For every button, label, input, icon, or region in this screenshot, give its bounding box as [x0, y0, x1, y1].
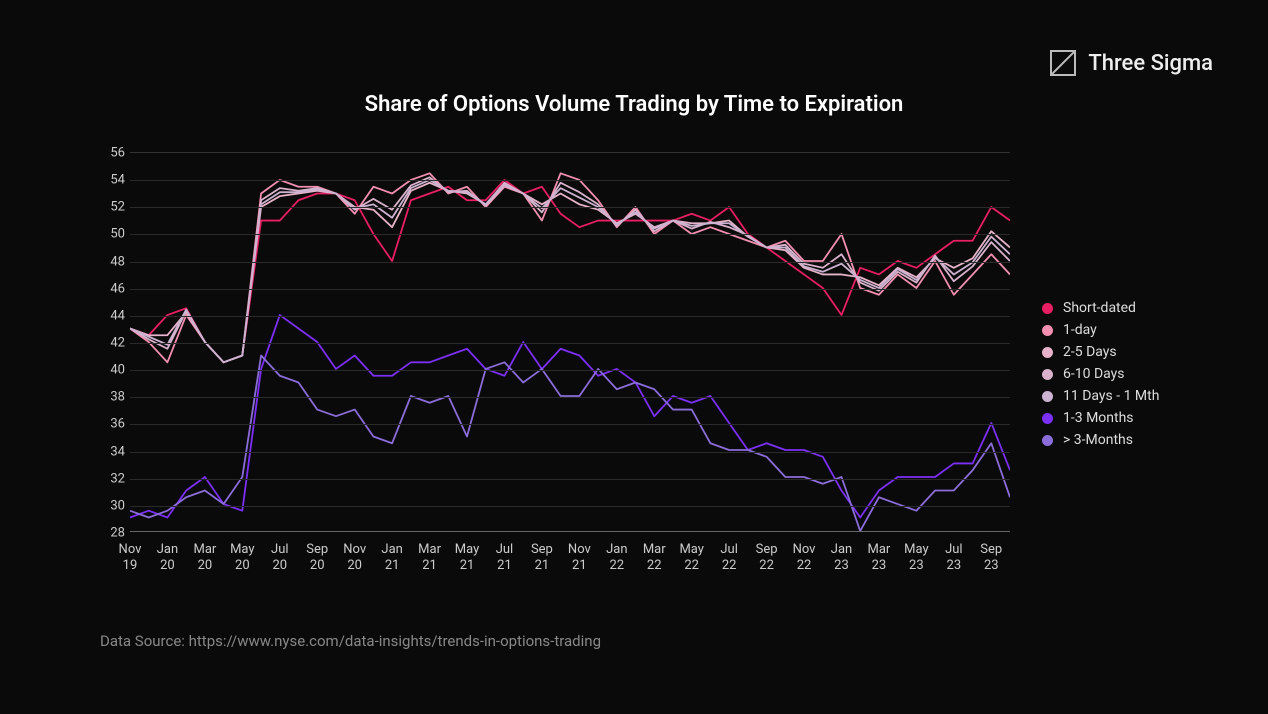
y-tick-label: 32 — [100, 471, 125, 486]
grid-line — [130, 397, 1010, 398]
plot-area: 283032343638404244464850525456 — [130, 152, 1010, 532]
series-1-3-months — [130, 315, 1010, 517]
grid-line — [130, 506, 1010, 507]
brand-icon — [1050, 50, 1076, 76]
grid-line — [130, 343, 1010, 344]
x-tick-label: Sep 23 — [980, 542, 1002, 573]
series-svg — [130, 153, 1010, 531]
series--3-months — [130, 356, 1010, 531]
y-tick-label: 48 — [100, 254, 125, 269]
y-tick-label: 36 — [100, 417, 125, 432]
series-1-day — [130, 173, 1010, 362]
x-tick-label: Mar 21 — [418, 542, 441, 573]
x-tick-label: Jul 22 — [720, 542, 738, 573]
y-tick-label: 50 — [100, 227, 125, 242]
brand-logo: Three Sigma — [1050, 50, 1213, 76]
legend: Short-dated 1-day 2-5 Days 6-10 Days 11 Days… — [1042, 300, 1159, 448]
y-tick-label: 42 — [100, 336, 125, 351]
legend-dot — [1042, 347, 1053, 358]
legend-dot — [1042, 325, 1053, 336]
x-tick-label: Nov 19 — [119, 542, 142, 573]
legend-dot — [1042, 369, 1053, 380]
y-tick-label: 38 — [100, 390, 125, 405]
x-tick-label: May 21 — [455, 542, 479, 573]
chart-title: Share of Options Volume Trading by Time … — [0, 92, 1268, 117]
legend-item: 6-10 Days — [1042, 366, 1159, 382]
grid-line — [130, 424, 1010, 425]
legend-label: 1-day — [1063, 322, 1097, 338]
brand-name: Three Sigma — [1088, 51, 1213, 76]
y-tick-label: 46 — [100, 281, 125, 296]
chart-area: 283032343638404244464850525456 Nov 19 Jan… — [100, 152, 1010, 572]
grid-line — [130, 289, 1010, 290]
y-tick-label: 28 — [100, 526, 125, 541]
x-tick-label: Jul 21 — [496, 542, 514, 573]
x-tick-label: Nov 21 — [568, 542, 591, 573]
legend-dot — [1042, 303, 1053, 314]
x-tick-label: Jan 20 — [157, 542, 178, 573]
grid-line — [130, 234, 1010, 235]
x-tick-label: Nov 20 — [343, 542, 366, 573]
y-tick-label: 52 — [100, 200, 125, 215]
y-tick-label: 30 — [100, 498, 125, 513]
legend-label: > 3-Months — [1063, 432, 1133, 448]
grid-line — [130, 180, 1010, 181]
series-2-5-days — [130, 183, 1010, 363]
y-tick-label: 56 — [100, 146, 125, 161]
legend-item: 11 Days - 1 Mth — [1042, 388, 1159, 404]
legend-label: Short-dated — [1063, 300, 1136, 316]
grid-line — [130, 452, 1010, 453]
y-tick-label: 40 — [100, 363, 125, 378]
x-tick-label: Jan 21 — [381, 542, 402, 573]
legend-dot — [1042, 413, 1053, 424]
grid-line — [130, 479, 1010, 480]
grid-line — [130, 316, 1010, 317]
x-tick-label: Sep 21 — [531, 542, 553, 573]
grid-line — [130, 262, 1010, 263]
legend-item: 2-5 Days — [1042, 344, 1159, 360]
grid-line — [130, 370, 1010, 371]
legend-label: 6-10 Days — [1063, 366, 1125, 382]
x-tick-label: Jan 22 — [606, 542, 627, 573]
legend-label: 2-5 Days — [1063, 344, 1117, 360]
legend-item: Short-dated — [1042, 300, 1159, 316]
x-tick-label: Sep 20 — [306, 542, 328, 573]
x-tick-label: Jan 23 — [831, 542, 852, 573]
data-source: Data Source: https://www.nyse.com/data-i… — [100, 632, 601, 650]
x-tick-label: Mar 22 — [643, 542, 666, 573]
x-tick-label: May 23 — [904, 542, 928, 573]
series-6-10-days — [130, 177, 1010, 362]
x-tick-label: Mar 20 — [193, 542, 216, 573]
legend-item: > 3-Months — [1042, 432, 1159, 448]
legend-label: 11 Days - 1 Mth — [1063, 388, 1159, 404]
x-tick-label: Nov 22 — [793, 542, 816, 573]
grid-line — [130, 207, 1010, 208]
legend-dot — [1042, 435, 1053, 446]
legend-dot — [1042, 391, 1053, 402]
legend-item: 1-3 Months — [1042, 410, 1159, 426]
legend-label: 1-3 Months — [1063, 410, 1134, 426]
x-tick-label: Jul 23 — [945, 542, 963, 573]
y-tick-label: 44 — [100, 308, 125, 323]
x-tick-label: Jul 20 — [271, 542, 289, 573]
x-tick-label: May 22 — [679, 542, 703, 573]
x-tick-label: May 20 — [230, 542, 254, 573]
legend-item: 1-day — [1042, 322, 1159, 338]
x-tick-label: Mar 23 — [868, 542, 891, 573]
x-tick-label: Sep 22 — [756, 542, 778, 573]
y-tick-label: 34 — [100, 444, 125, 459]
y-tick-label: 54 — [100, 173, 125, 188]
